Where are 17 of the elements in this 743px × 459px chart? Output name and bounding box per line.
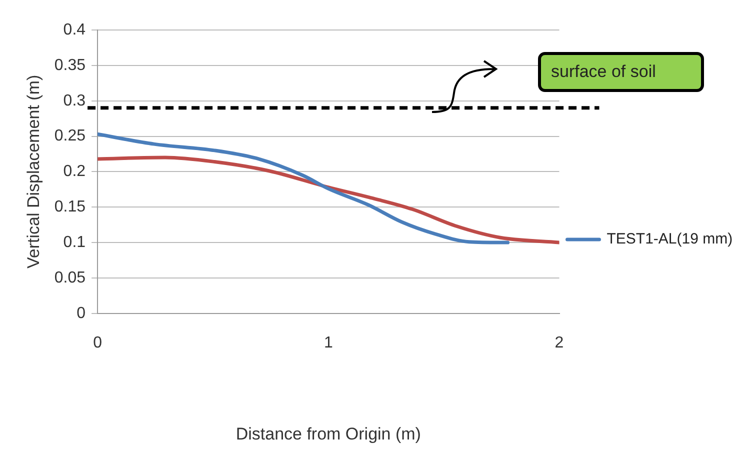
y-tick-label: 0 <box>76 304 86 322</box>
y-axis-title: Vertical Displacement (m) <box>24 74 43 269</box>
x-tick-label: 1 <box>324 334 333 352</box>
x-tick-label: 2 <box>554 334 564 352</box>
y-tick-label: 0.05 <box>54 269 86 286</box>
callout-box: surface of soil <box>538 52 704 92</box>
y-tick-label: 0.2 <box>63 163 86 180</box>
y-tick-label: 0.25 <box>54 128 86 145</box>
legend-label: TEST1-AL(19 mm) <box>606 230 733 248</box>
x-axis-title: Distance from Origin (m) <box>236 424 421 444</box>
line-series <box>98 132 510 244</box>
y-tick-label: 0.15 <box>54 198 86 216</box>
x-tick-label: 0 <box>93 334 102 352</box>
y-tick-label: 0.1 <box>63 234 86 251</box>
y-tick-label: 0.3 <box>63 92 86 110</box>
y-tick-label: 0.4 <box>63 21 86 38</box>
y-tick-label: 0.35 <box>54 56 86 74</box>
